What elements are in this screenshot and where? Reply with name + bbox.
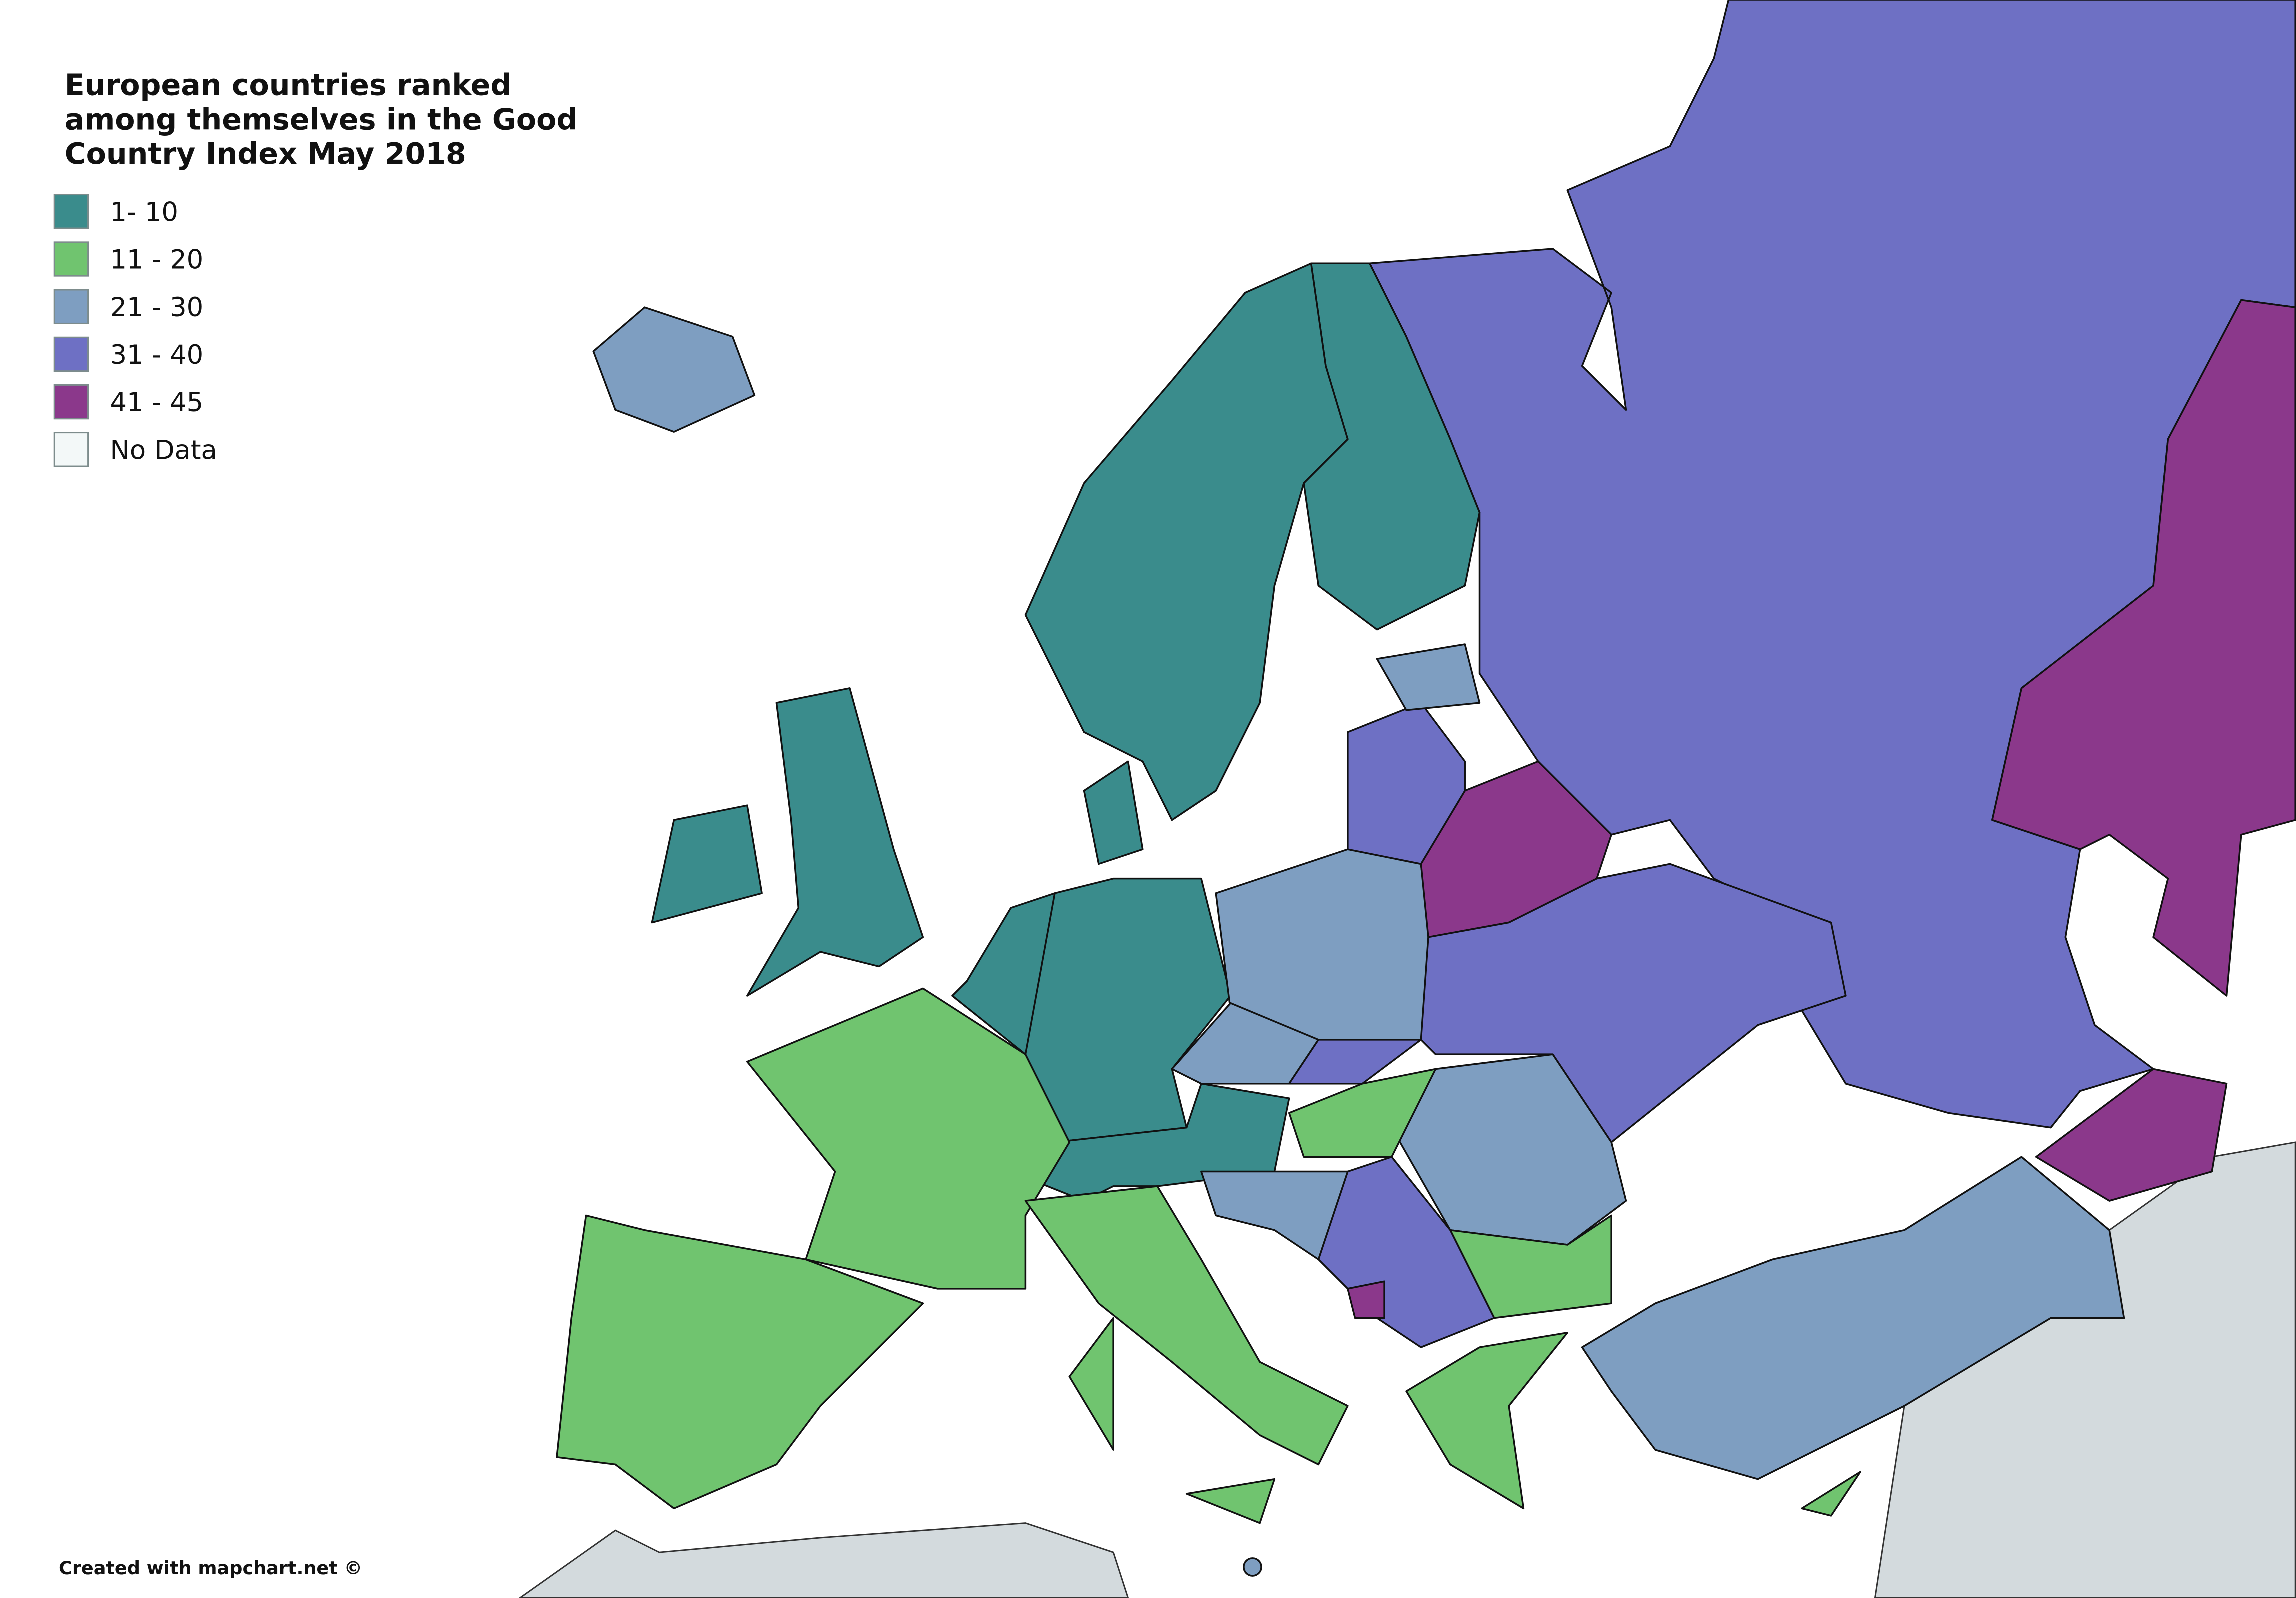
country (746, 688, 924, 997)
country (1376, 644, 1481, 712)
country (1581, 1156, 2126, 1480)
country (1801, 1471, 1862, 1517)
legend-label: 1- 10 (110, 197, 178, 228)
country (1024, 262, 1349, 822)
title-line: European countries ranked (65, 68, 512, 102)
country (1992, 299, 2296, 997)
country (1186, 1478, 1276, 1524)
country (952, 892, 1056, 1056)
title-line: Country Index May 2018 (65, 137, 466, 171)
country (592, 306, 756, 433)
legend-swatch (54, 289, 90, 324)
country (1024, 1186, 1349, 1466)
country (1420, 863, 1847, 1144)
country (2035, 1068, 2228, 1202)
legend-label: 21 - 30 (110, 292, 204, 323)
country (651, 804, 763, 924)
country (1347, 1280, 1386, 1320)
country (1068, 1317, 1114, 1451)
country (1406, 1332, 1569, 1510)
legend-label: 31 - 40 (110, 340, 204, 370)
legend-label: 41 - 45 (110, 388, 204, 418)
legend-label: 11 - 20 (110, 245, 204, 276)
countries (556, 0, 2296, 1577)
legend-label: No Data (110, 435, 218, 466)
land (519, 1522, 1129, 1598)
legend-swatch (54, 242, 90, 277)
title-line: among themselves in the Good (65, 102, 578, 136)
country (1243, 1558, 1262, 1577)
country (746, 988, 1071, 1290)
country (1200, 1170, 1349, 1261)
legend-swatch (54, 432, 90, 468)
credit: Created with mapchart.net © (59, 1558, 362, 1579)
legend-swatch (54, 384, 90, 420)
legend-swatch (54, 336, 90, 372)
legend-swatch (54, 194, 90, 230)
country (556, 1214, 924, 1510)
country (1083, 760, 1144, 866)
country (1288, 1039, 1422, 1085)
legend: 1- 10 11 - 20 21 - 30 31 - 40 41 - 45 No Data (54, 194, 218, 468)
background-land (519, 1142, 2296, 1598)
country (1288, 1068, 1437, 1158)
